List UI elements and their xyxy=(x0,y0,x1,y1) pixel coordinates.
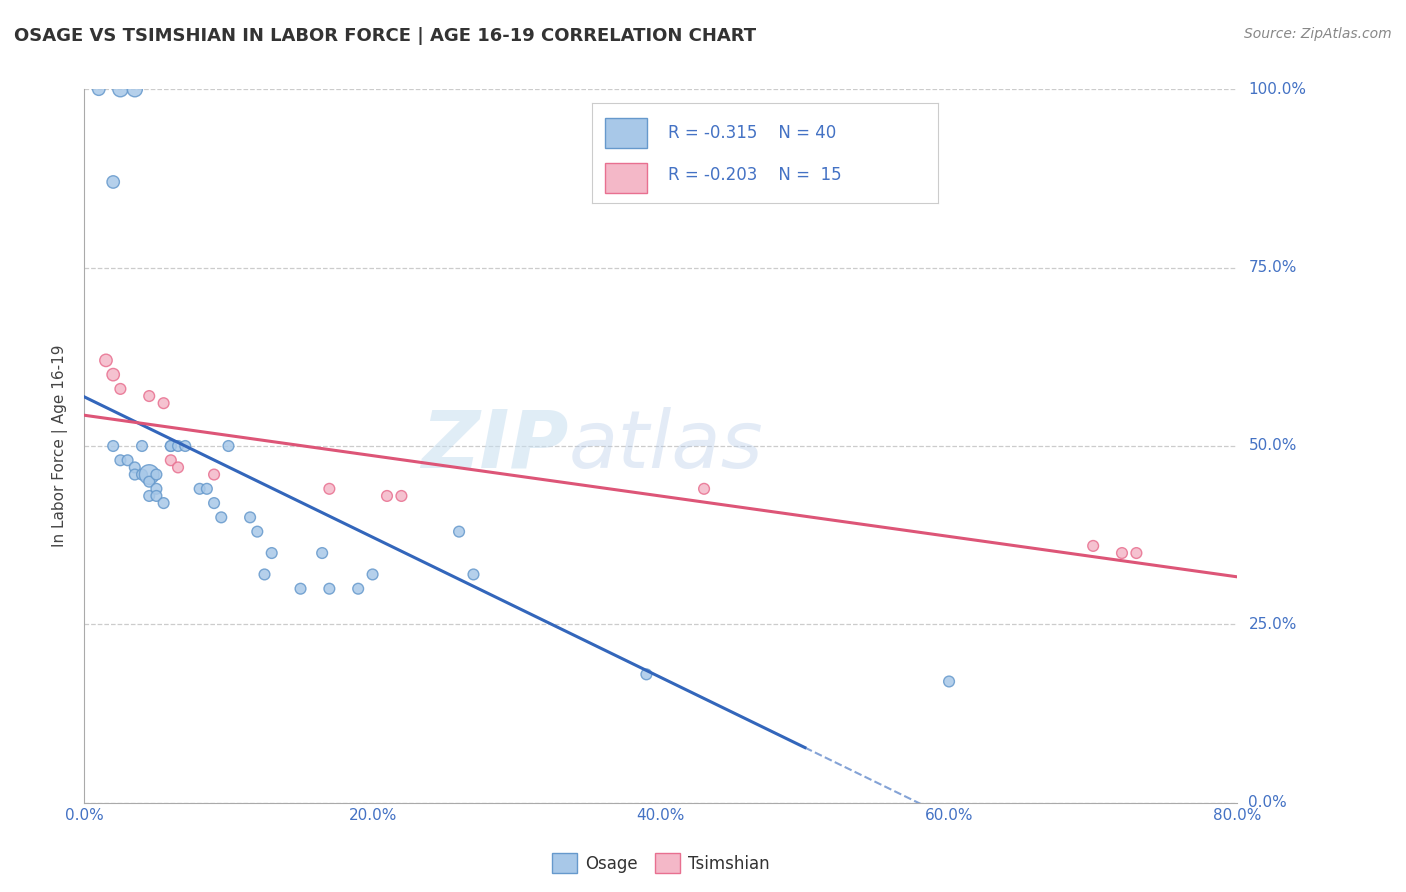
Point xyxy=(138,475,160,489)
Point xyxy=(1125,546,1147,560)
Point xyxy=(103,368,124,382)
Point xyxy=(138,389,160,403)
Point xyxy=(318,582,340,596)
Point xyxy=(167,460,190,475)
Point xyxy=(174,439,197,453)
Point xyxy=(87,82,110,96)
Point xyxy=(290,582,312,596)
Text: 0.0%: 0.0% xyxy=(1249,796,1286,810)
Point xyxy=(145,467,167,482)
Point xyxy=(361,567,384,582)
Point xyxy=(202,496,225,510)
Point xyxy=(110,82,132,96)
Point xyxy=(160,453,183,467)
Text: OSAGE VS TSIMSHIAN IN LABOR FORCE | AGE 16-19 CORRELATION CHART: OSAGE VS TSIMSHIAN IN LABOR FORCE | AGE … xyxy=(14,27,756,45)
Point xyxy=(188,482,211,496)
Point xyxy=(693,482,716,496)
Point xyxy=(218,439,240,453)
Text: atlas: atlas xyxy=(568,407,763,485)
Point xyxy=(94,353,117,368)
Point xyxy=(636,667,658,681)
Point xyxy=(124,460,146,475)
Point xyxy=(347,582,370,596)
Point xyxy=(160,439,183,453)
Point xyxy=(246,524,269,539)
Point xyxy=(311,546,333,560)
Point xyxy=(124,467,146,482)
Point xyxy=(1083,539,1105,553)
Point xyxy=(239,510,262,524)
Point xyxy=(160,439,183,453)
Point xyxy=(449,524,471,539)
Point xyxy=(202,467,225,482)
Point xyxy=(131,439,153,453)
Text: 50.0%: 50.0% xyxy=(1249,439,1296,453)
Point xyxy=(463,567,485,582)
Text: 100.0%: 100.0% xyxy=(1249,82,1306,96)
Point xyxy=(152,396,174,410)
Text: Source: ZipAtlas.com: Source: ZipAtlas.com xyxy=(1244,27,1392,41)
Point xyxy=(195,482,218,496)
Point xyxy=(167,439,190,453)
Point xyxy=(138,467,160,482)
Point xyxy=(145,482,167,496)
Point xyxy=(110,453,132,467)
Y-axis label: In Labor Force | Age 16-19: In Labor Force | Age 16-19 xyxy=(52,344,69,548)
Point xyxy=(124,82,146,96)
Point xyxy=(209,510,232,524)
Legend: Osage, Tsimshian: Osage, Tsimshian xyxy=(546,847,776,880)
Point xyxy=(938,674,960,689)
Point xyxy=(138,489,160,503)
Point xyxy=(253,567,276,582)
Point xyxy=(131,467,153,482)
Point xyxy=(1111,546,1133,560)
Point xyxy=(110,382,132,396)
Point xyxy=(375,489,398,503)
Point xyxy=(391,489,413,503)
Point xyxy=(318,482,340,496)
Point xyxy=(103,175,124,189)
Text: ZIP: ZIP xyxy=(422,407,568,485)
Point xyxy=(260,546,283,560)
Text: 25.0%: 25.0% xyxy=(1249,617,1296,632)
Point xyxy=(103,439,124,453)
Point xyxy=(145,489,167,503)
Point xyxy=(117,453,139,467)
Point xyxy=(152,496,174,510)
Text: 75.0%: 75.0% xyxy=(1249,260,1296,275)
